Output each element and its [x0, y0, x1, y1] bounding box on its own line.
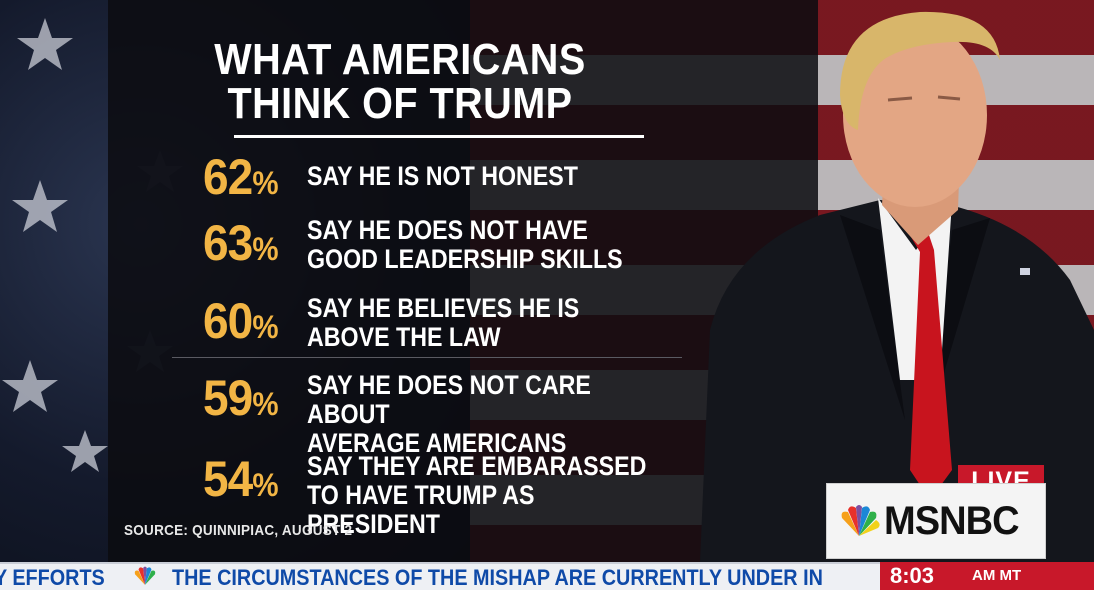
stat-row: 60% SAY HE BELIEVES HE IS ABOVE THE LAW — [203, 294, 723, 356]
stat-value: 59 — [203, 370, 253, 426]
network-name: MSNBC — [884, 499, 1020, 543]
ticker-peacock-icon — [134, 566, 156, 585]
stat-row: 54% SAY THEY ARE EMBARASSED TO HAVE TRUM… — [203, 451, 723, 539]
stat-percent-sign: % — [252, 309, 278, 345]
stat-value: 60 — [203, 293, 253, 349]
stats-panel — [108, 0, 818, 562]
stat-percentage: 54% — [203, 451, 279, 512]
stat-value: 54 — [203, 451, 253, 507]
stat-row: 63% SAY HE DOES NOT HAVE GOOD LEADERSHIP… — [203, 216, 723, 278]
stat-description: SAY THEY ARE EMBARASSED TO HAVE TRUMP AS… — [307, 451, 647, 539]
stat-percentage: 59% — [203, 370, 279, 431]
stat-percent-sign: % — [252, 467, 278, 503]
stat-percent-sign: % — [252, 386, 278, 422]
stat-description: SAY HE IS NOT HONEST — [307, 161, 578, 191]
stat-percentage: 60% — [203, 293, 279, 354]
stat-description: SAY HE BELIEVES HE IS ABOVE THE LAW — [307, 293, 580, 352]
stat-value: 62 — [203, 149, 253, 205]
clock-time: 8:03 — [890, 563, 935, 588]
stat-percentage: 63% — [203, 215, 279, 276]
clock-timezone: AM MT — [972, 567, 1022, 584]
stat-percent-sign: % — [252, 231, 278, 267]
graphic-title: WHAT AMERICANS THINK OF TRUMP — [175, 38, 625, 126]
stat-percent-sign: % — [252, 165, 278, 201]
peacock-logo-icon — [841, 505, 880, 536]
time-display: 8:03 AM MT — [880, 562, 1094, 590]
section-divider — [172, 357, 682, 358]
stat-row: 62% SAY HE IS NOT HONEST — [203, 150, 723, 212]
title-line-2: THINK OF TRUMP — [227, 79, 573, 128]
ticker-headline: THE CIRCUMSTANCES OF THE MISHAP ARE CURR… — [172, 565, 823, 590]
ticker-previous-fragment: Y EFFORTS — [0, 565, 105, 590]
source-caption: SOURCE: QUINNIPIAC, AUGUST 2 — [124, 522, 353, 539]
stat-percentage: 62% — [203, 149, 279, 210]
title-line-1: WHAT AMERICANS — [214, 35, 586, 84]
stat-description: SAY HE DOES NOT HAVE GOOD LEADERSHIP SKI… — [307, 215, 623, 274]
stat-description: SAY HE DOES NOT CARE ABOUT AVERAGE AMERI… — [307, 370, 591, 458]
title-underline — [234, 135, 644, 138]
stat-row: 59% SAY HE DOES NOT CARE ABOUT AVERAGE A… — [203, 370, 723, 458]
stat-value: 63 — [203, 215, 253, 271]
